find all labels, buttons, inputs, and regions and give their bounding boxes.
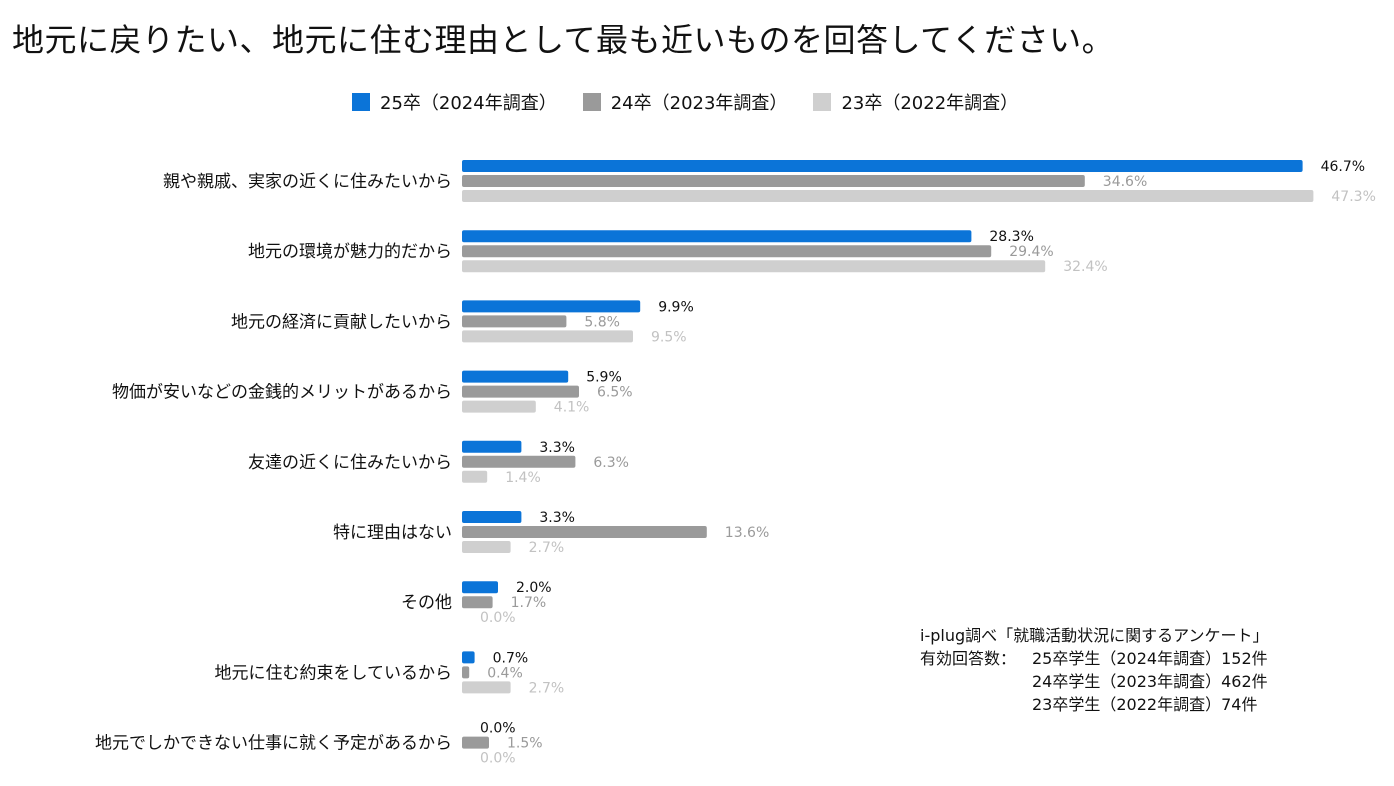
legend-item-23: 23卒（2022年調査） xyxy=(813,89,1018,115)
data-label-25: 0.7% xyxy=(493,650,529,666)
bar-24 xyxy=(462,315,567,328)
source-note: i-plug調べ「就職活動状況に関するアンケート」 有効回答数： 25卒学生（2… xyxy=(920,624,1268,716)
bar-23 xyxy=(462,190,1314,202)
category-label: 地元に住む約束をしているから xyxy=(215,663,453,683)
data-label-23: 47.3% xyxy=(1331,189,1375,205)
data-label-24: 13.6% xyxy=(725,525,769,541)
bar-23 xyxy=(462,260,1046,273)
bar-23 xyxy=(462,330,633,343)
data-label-24: 1.5% xyxy=(507,736,543,752)
data-label-24: 0.4% xyxy=(487,665,523,681)
sample-size-row-2: 24卒学生（2023年調査）462件 xyxy=(920,670,1268,693)
data-label-23: 32.4% xyxy=(1063,259,1107,275)
legend-label-23: 23卒（2022年調査） xyxy=(841,93,1019,114)
data-label-23: 9.5% xyxy=(651,329,687,345)
bar-25 xyxy=(462,160,1303,172)
sample-size-23: 23卒学生（2022年調査）74件 xyxy=(1032,695,1258,714)
category-label: その他 xyxy=(401,593,452,613)
data-label-24: 29.4% xyxy=(1009,244,1053,260)
data-label-24: 6.3% xyxy=(593,455,629,471)
chart-title: 地元に戻りたい、地元に住む理由として最も近いものを回答してください。 xyxy=(12,21,1115,59)
legend-label-25: 25卒（2024年調査） xyxy=(380,93,557,114)
data-label-23: 2.7% xyxy=(529,680,565,696)
bar-24 xyxy=(462,526,707,538)
bar-24 xyxy=(462,736,489,749)
legend-item-25: 25卒（2024年調査） xyxy=(352,89,557,115)
category-label: 地元でしかできない仕事に就く予定があるから xyxy=(95,734,452,754)
bar-24 xyxy=(462,245,992,258)
legend-swatch-24 xyxy=(582,93,601,111)
category-label: 親や親戚、実家の近くに住みたいから xyxy=(163,172,452,192)
category-label: 友達の近くに住みたいから xyxy=(248,453,452,473)
category-label: 特に理由はない xyxy=(333,523,452,543)
bar-23 xyxy=(462,541,511,553)
data-label-23: 0.0% xyxy=(480,751,516,767)
sample-size-25: 25卒学生（2024年調査）152件 xyxy=(1032,649,1268,668)
data-label-24: 5.8% xyxy=(584,314,620,330)
bar-25 xyxy=(462,300,641,313)
data-label-23: 2.7% xyxy=(529,540,565,556)
data-label-23: 1.4% xyxy=(505,470,541,486)
bar-25 xyxy=(462,370,569,383)
bar-25 xyxy=(462,581,498,594)
bar-23 xyxy=(462,400,536,413)
bar-25 xyxy=(462,511,522,523)
bar-25 xyxy=(462,651,475,664)
data-label-25: 9.9% xyxy=(658,299,694,315)
category-label: 物価が安いなどの金銭的メリットがあるから xyxy=(112,383,452,403)
bar-24 xyxy=(462,175,1085,187)
legend: 25卒（2024年調査） 24卒（2023年調査） 23卒（2022年調査） xyxy=(352,88,1018,116)
bar-25 xyxy=(462,440,522,453)
category-label: 地元の経済に貢献したいから xyxy=(231,312,452,332)
category-label: 地元の環境が魅力的だから xyxy=(248,242,452,262)
data-label-25: 46.7% xyxy=(1321,159,1365,175)
sample-size-24: 24卒学生（2023年調査）462件 xyxy=(1032,672,1268,691)
bar-24 xyxy=(462,455,576,468)
bar-24 xyxy=(462,666,470,679)
data-label-25: 2.0% xyxy=(516,580,552,596)
sample-size-row-3: 23卒学生（2022年調査）74件 xyxy=(920,693,1268,716)
legend-swatch-25 xyxy=(352,93,370,111)
data-label-25: 3.3% xyxy=(539,440,575,456)
data-label-24: 1.7% xyxy=(511,595,547,611)
legend-swatch-23 xyxy=(813,93,832,111)
bar-24 xyxy=(462,385,579,398)
data-label-25: 3.3% xyxy=(539,510,575,526)
data-label-23: 0.0% xyxy=(480,610,516,626)
bar-25 xyxy=(462,230,972,243)
data-label-25: 0.0% xyxy=(480,721,516,737)
data-label-25: 5.9% xyxy=(586,370,622,386)
legend-item-24: 24卒（2023年調査） xyxy=(582,89,788,115)
sample-size-row-1: 有効回答数： 25卒学生（2024年調査）152件 xyxy=(920,647,1268,670)
data-label-25: 28.3% xyxy=(989,229,1033,245)
legend-label-24: 24卒（2023年調査） xyxy=(610,93,788,114)
data-label-24: 6.5% xyxy=(597,385,633,401)
sample-size-label: 有効回答数： xyxy=(920,649,1017,668)
bar-23 xyxy=(462,681,511,694)
source-note-title: i-plug調べ「就職活動状況に関するアンケート」 xyxy=(920,626,1269,645)
bar-24 xyxy=(462,596,493,609)
data-label-23: 4.1% xyxy=(554,400,590,416)
data-label-24: 34.6% xyxy=(1103,174,1147,190)
bar-23 xyxy=(462,470,488,483)
